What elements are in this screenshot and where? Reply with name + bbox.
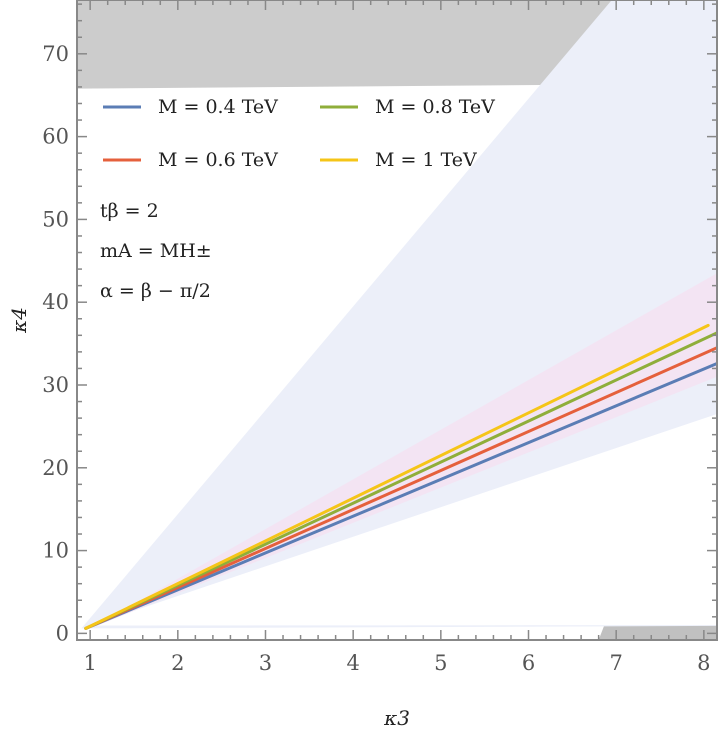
annotation-2: mA = MH± [100,240,212,262]
y-tick-label: 0 [56,621,69,645]
legend: M = 0.4 TeV M = 0.8 TeV M = 0.6 TeV M = 1 T… [103,96,495,171]
x-tick-label: 7 [609,651,622,675]
x-tick-label: 2 [171,651,184,675]
annotation-1: tβ = 2 [100,200,159,222]
y-tick-label: 70 [42,42,69,66]
legend-label: M = 0.4 TeV [158,96,278,118]
x-tick-label: 3 [259,651,272,675]
legend-label: M = 1 TeV [375,149,477,171]
legend-label: M = 0.8 TeV [375,96,495,118]
series-lines [84,323,717,630]
y-tick-label: 10 [42,539,69,563]
shaded-regions [77,0,717,640]
x-tick-label: 1 [83,651,96,675]
x-axis-label: κ3 [383,706,410,730]
annotation-3: α = β − π/2 [100,280,211,302]
series-line-4 [84,323,710,630]
y-tick-label: 50 [42,207,69,231]
x-tick-label: 5 [434,651,447,675]
y-tick-label: 40 [42,290,69,314]
y-tick-label: 30 [42,373,69,397]
series-line-2 [84,346,717,630]
plot-border [76,0,718,641]
region-pink-band [90,273,717,629]
y-axis-label: κ4 [7,307,31,334]
legend-label: M = 0.6 TeV [158,149,278,171]
plot-frame: 1 2 3 4 5 6 7 8 0 10 20 30 40 50 60 70 [42,0,718,675]
y-tick-label: 20 [42,456,69,480]
annotations: tβ = 2 mA = MH± α = β − π/2 [100,200,212,302]
series-line-1 [84,362,717,630]
x-tick-label: 8 [697,651,710,675]
x-tick-label: 6 [522,651,535,675]
y-tick-label: 60 [42,125,69,149]
series-line-3 [84,331,717,630]
region-white-lower-wedge [90,414,717,626]
x-tick-label: 4 [346,651,359,675]
axis-labels: κ3 κ4 [7,307,410,730]
